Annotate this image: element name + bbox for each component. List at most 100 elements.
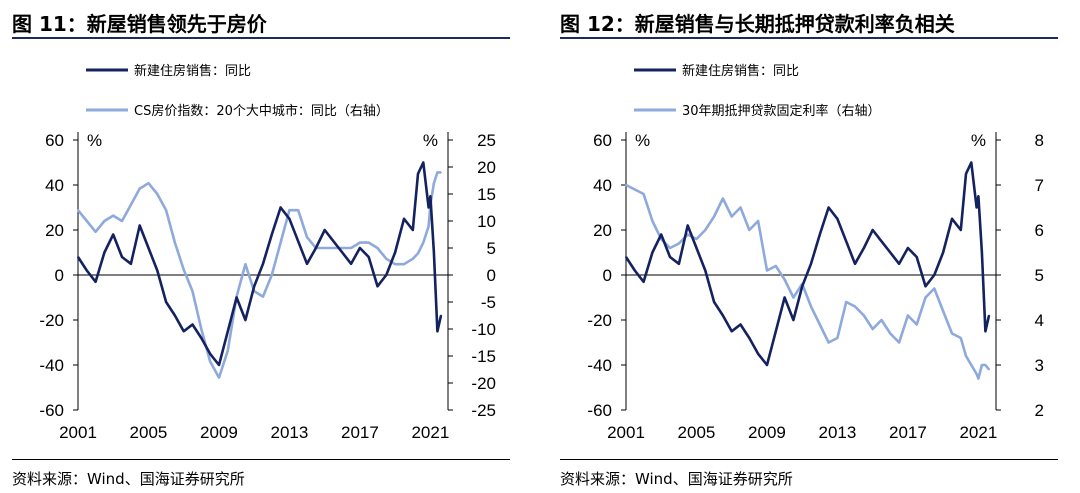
series-1-point — [94, 280, 97, 283]
series-1-point — [191, 323, 194, 326]
series-1-point — [915, 256, 918, 258]
right-tick-label: 15 — [477, 185, 496, 204]
right-unit-label: % — [423, 131, 438, 150]
series-2-point — [427, 225, 430, 228]
series-2-point — [103, 220, 106, 222]
title-divider — [12, 37, 510, 39]
series-1-point — [651, 251, 654, 254]
series-line-2 — [76, 171, 441, 379]
series-2-point — [889, 332, 892, 335]
series-1-point — [924, 285, 927, 288]
series-2-point — [965, 355, 967, 357]
series-2-point — [970, 364, 973, 366]
series-1-point — [686, 224, 689, 227]
series-1-point — [801, 285, 804, 288]
series-2-point — [367, 241, 370, 244]
series-1-point — [774, 330, 777, 333]
series-2-point — [385, 257, 388, 260]
left-tick-label: 20 — [45, 221, 64, 240]
series-2-point — [836, 337, 839, 339]
right-tick-label: 5 — [487, 239, 496, 258]
figure-12-chart: 新建住房销售：同比 30年期抵押贷款固定利率（右轴） 60 40 20 0 -20 -40 -6… — [587, 63, 1044, 442]
series-1-point — [138, 224, 141, 227]
series-1-point — [898, 262, 900, 265]
series-2-point — [174, 241, 176, 244]
title-divider — [560, 37, 1058, 39]
series-2-point — [625, 184, 627, 186]
series-1-point — [279, 206, 282, 209]
right-tick-label: -20 — [471, 374, 496, 393]
series-1-point — [315, 247, 317, 249]
series-1-point — [863, 247, 865, 249]
series-1-point — [77, 256, 79, 258]
series-2-point — [244, 263, 247, 266]
series-1-point — [766, 364, 768, 366]
figure-title: 图 12：新屋销售与长期抵押贷款利率负相关 — [560, 12, 955, 36]
series-1-point — [722, 314, 724, 317]
x-tick-label: 2009 — [748, 423, 786, 442]
series-2-point — [669, 247, 671, 249]
series-1-point — [984, 330, 987, 333]
series-1-point — [818, 233, 821, 236]
series-2-point — [226, 349, 229, 352]
series-1-point — [235, 296, 238, 299]
series-1-point — [85, 269, 88, 272]
series-2-point — [147, 182, 150, 185]
left-tick-label: 0 — [603, 266, 612, 285]
source-divider — [560, 459, 1058, 460]
series-1-point — [827, 206, 830, 209]
series-1-point — [350, 262, 352, 265]
series-1-point — [147, 247, 150, 249]
series-1-point — [200, 337, 203, 339]
series-1-point — [226, 330, 229, 333]
series-1-point — [121, 256, 123, 258]
series-2-point — [774, 265, 777, 267]
series-2-point — [783, 278, 786, 281]
series-2-point — [138, 187, 141, 190]
x-tick-label: 2005 — [130, 423, 168, 442]
series-2-point — [642, 193, 645, 195]
series-2-point — [880, 319, 883, 321]
series-1-point — [642, 280, 645, 283]
left-tick-label: -20 — [39, 311, 64, 330]
series-1-point — [739, 323, 742, 326]
series-1-point — [427, 206, 430, 209]
series-1-point — [975, 206, 978, 209]
series-2-point — [924, 296, 927, 299]
series-2-point — [942, 310, 944, 312]
series-1-point — [660, 233, 663, 236]
series-1-point — [130, 262, 132, 265]
series-1-point — [218, 364, 220, 366]
x-tick-label: 2017 — [889, 423, 927, 442]
right-tick-label: 7 — [1035, 176, 1044, 195]
series-2-point — [863, 314, 865, 317]
series-2-point — [182, 268, 185, 271]
series-2-point — [288, 209, 291, 212]
series-2-point — [270, 274, 273, 276]
x-tick-label: 2021 — [411, 423, 449, 442]
left-tick-label: -40 — [587, 356, 612, 375]
series-line-2 — [625, 183, 991, 380]
series-2-point — [112, 214, 115, 217]
series-1-point — [394, 251, 396, 254]
series-1-point — [417, 172, 419, 175]
series-1-point — [713, 301, 715, 303]
right-unit-label: % — [971, 131, 986, 150]
series-1-point — [411, 229, 414, 231]
right-tick-label: 4 — [1035, 311, 1044, 330]
right-tick-label: 8 — [1035, 131, 1044, 150]
series-2-point — [845, 301, 848, 303]
right-tick-label: 3 — [1035, 356, 1044, 375]
left-tick-label: -60 — [587, 401, 612, 420]
series-2-point — [854, 305, 856, 308]
right-tick-label: 0 — [487, 266, 496, 285]
right-tick-label: 6 — [1035, 221, 1044, 240]
series-2-point — [933, 287, 936, 290]
series-1-point — [678, 262, 680, 265]
series-1-point — [695, 247, 698, 249]
series-1-point — [730, 330, 733, 333]
series-2-point — [951, 332, 953, 335]
series-1-point — [209, 352, 212, 355]
series-1-point — [871, 229, 874, 231]
left-unit-label: % — [87, 131, 102, 150]
